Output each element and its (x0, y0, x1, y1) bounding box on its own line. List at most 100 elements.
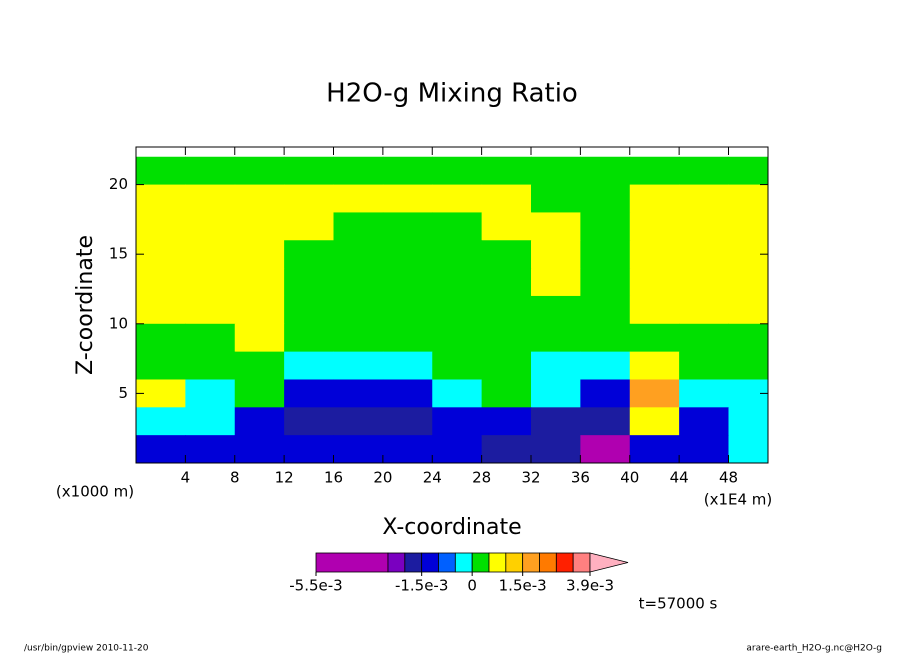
contour-cell (531, 240, 581, 269)
contour-cell (679, 184, 729, 213)
contour-cell (136, 407, 186, 436)
contour-cell (580, 240, 631, 269)
contour-cell (629, 407, 680, 436)
contour-cell (382, 323, 433, 353)
colorbar-segment (522, 552, 540, 573)
x-tick-label: 28 (472, 469, 491, 487)
contour-cell (481, 184, 532, 213)
plot-frame (135, 146, 769, 464)
y-tick-label: 5 (118, 384, 128, 402)
colorbar-segment (488, 552, 507, 573)
contour-cell (136, 156, 186, 186)
contour-cell (333, 156, 384, 186)
chart-title: H2O-g Mixing Ratio (326, 79, 578, 109)
contour-cell (728, 351, 768, 380)
contour-cell (333, 184, 384, 213)
contour-cell (679, 295, 729, 325)
x-tick-label: 8 (230, 469, 240, 487)
contour-cell (136, 435, 186, 463)
contour-cell (136, 212, 186, 241)
contour-cell (531, 351, 581, 380)
contour-cell (333, 212, 384, 241)
contour-cell (728, 184, 768, 213)
contour-cell (679, 156, 729, 186)
contour-cell (728, 240, 768, 269)
contour-cell (728, 323, 768, 353)
contour-cell (185, 156, 236, 186)
contour-cell (333, 407, 384, 436)
contour-cell (481, 323, 532, 353)
contour-cell (531, 184, 581, 213)
contour-cell (728, 379, 768, 408)
colorbar-segment (404, 552, 423, 573)
x-tick-label: 40 (620, 469, 639, 487)
contour-cell (531, 156, 581, 186)
contour-cell (382, 156, 433, 186)
contour-cell (284, 323, 334, 353)
contour-cell (629, 295, 680, 325)
colorbar-tick-label: 3.9e-3 (566, 577, 614, 595)
contour-cell (136, 379, 186, 408)
contour-cell (432, 323, 483, 353)
contour-cell (136, 268, 186, 297)
contour-cell (481, 212, 532, 241)
time-label: t=57000 s (639, 595, 718, 613)
x-tick-label: 44 (670, 469, 689, 487)
colorbar-segment (387, 552, 406, 573)
contour-cell (679, 268, 729, 297)
contour-cell (629, 323, 680, 353)
contour-cell (284, 184, 334, 213)
contour-cell (629, 379, 680, 408)
x-unit-right: (x1E4 m) (704, 491, 773, 509)
colorbar-segment (505, 552, 524, 573)
contour-cell (234, 212, 285, 241)
contour-cell (382, 379, 433, 408)
contour-cell (728, 156, 768, 186)
contour-cell (185, 379, 236, 408)
contour-cell (432, 156, 483, 186)
contour-cell (531, 323, 581, 353)
colorbar-segment (315, 552, 389, 573)
contour-cell (234, 351, 285, 380)
contour-cell (234, 184, 285, 213)
footer-left: /usr/bin/gpview 2010-11-20 (24, 644, 149, 654)
colorbar-segment (438, 552, 456, 573)
colorbar-tick-label: -5.5e-3 (289, 577, 342, 595)
contour-cell (284, 268, 334, 297)
contour-cell (629, 212, 680, 241)
contour-cell (481, 379, 532, 408)
x-tick-label: 12 (275, 469, 294, 487)
colorbar-segment (555, 552, 574, 573)
contour-cell (284, 351, 334, 380)
contour-cell (432, 268, 483, 297)
contour-cell (382, 351, 433, 380)
contour-cell (481, 351, 532, 380)
contour-cell (728, 268, 768, 297)
contour-cell (136, 295, 186, 325)
contour-cell (284, 212, 334, 241)
colorbar-segment (539, 552, 557, 573)
contour-cell (580, 295, 631, 325)
contour-cell (432, 379, 483, 408)
contour-cell (580, 379, 631, 408)
contour-cell (333, 295, 384, 325)
contour-cell (531, 268, 581, 297)
x-tick-label: 32 (521, 469, 540, 487)
contour-cell (234, 295, 285, 325)
contour-cell (679, 379, 729, 408)
contour-cell (185, 351, 236, 380)
colorbar-segment (572, 552, 591, 573)
x-tick-label: 24 (423, 469, 442, 487)
contour-cell (185, 184, 236, 213)
colorbar-tick-label: 0 (467, 577, 477, 595)
x-tick-label: 36 (571, 469, 590, 487)
contour-cell (580, 407, 631, 436)
contour-cell (629, 435, 680, 463)
contour-cell (432, 295, 483, 325)
contour-cell (382, 184, 433, 213)
footer-right: arare-earth_H2O-g.nc@H2O-g (746, 644, 882, 654)
y-tick-label: 15 (109, 245, 128, 263)
contour-cell (185, 268, 236, 297)
contour-cell (580, 268, 631, 297)
contour-cell (234, 435, 285, 463)
